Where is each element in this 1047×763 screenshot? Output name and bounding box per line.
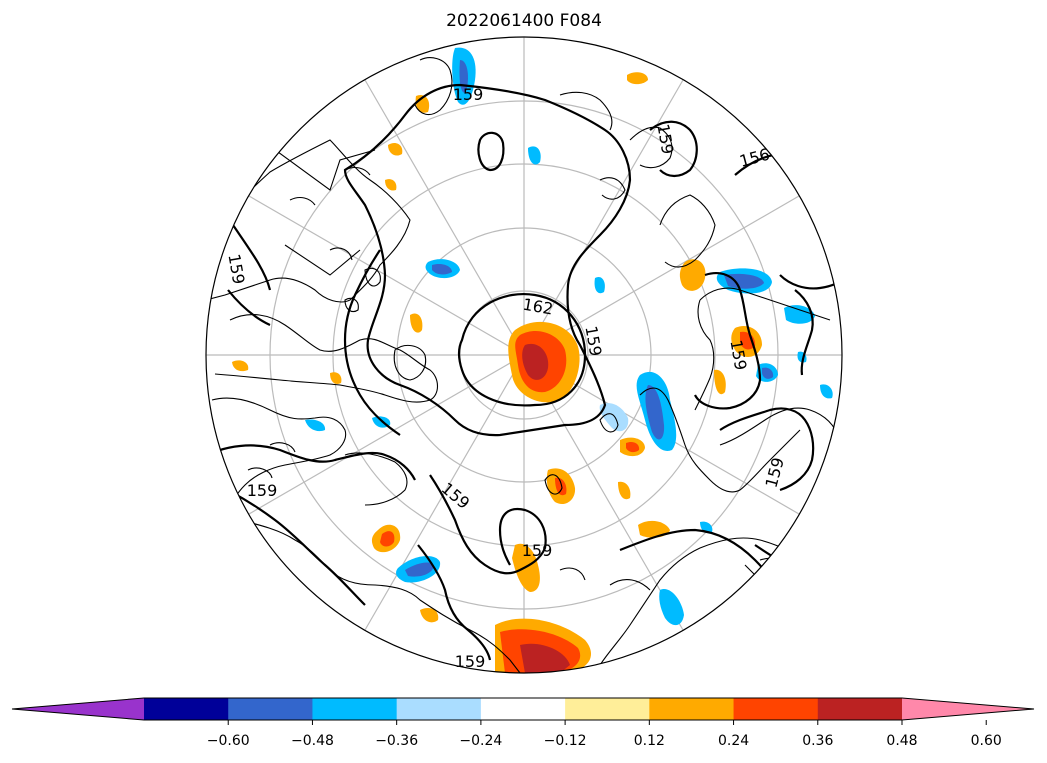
colorbar-tick-label: −0.12: [544, 733, 587, 749]
contour-label: 159: [247, 481, 278, 500]
colorbar-tick-label: −0.24: [459, 733, 502, 749]
map-title: 2022061400 F084: [446, 11, 602, 31]
colorbar-tick-label: −0.36: [375, 733, 418, 749]
colorbar-extend-low: [12, 698, 144, 720]
colorbar-tick-label: 0.24: [718, 733, 749, 749]
colorbar-segment: [144, 698, 229, 720]
anomaly-shading: [232, 47, 833, 673]
colorbar-tick-label: −0.60: [207, 733, 250, 749]
colorbar-segment: [733, 698, 819, 720]
colorbar-segment: [649, 698, 735, 720]
colorbar-segment: [817, 698, 903, 720]
contour-label: 159: [522, 541, 553, 560]
colorbar-tick-label: 0.48: [886, 733, 917, 749]
polar-map: [206, 37, 842, 673]
colorbar-tick-label: −0.48: [291, 733, 334, 749]
colorbar-tick-label: 0.36: [802, 733, 833, 749]
colorbar-tick-label: 0.60: [971, 733, 1002, 749]
colorbar-segment: [480, 698, 566, 720]
contour-label: 159: [453, 85, 484, 104]
contour-label: 159: [455, 652, 486, 671]
colorbar-outline: [11, 697, 1035, 721]
height-contours: [206, 83, 842, 661]
colorbar-extend-high: [902, 698, 1034, 720]
colorbar: −0.60 −0.48 −0.36 −0.24 −0.12 0.12 0.24 0.36 0.4…: [11, 697, 1035, 749]
colorbar-segment: [396, 698, 482, 720]
colorbar-segment: [312, 698, 398, 720]
colorbar-tick-label: 0.12: [634, 733, 665, 749]
colorbar-segment: [228, 698, 313, 720]
colorbar-segment: [565, 698, 650, 720]
map-boundary: [205, 36, 843, 674]
